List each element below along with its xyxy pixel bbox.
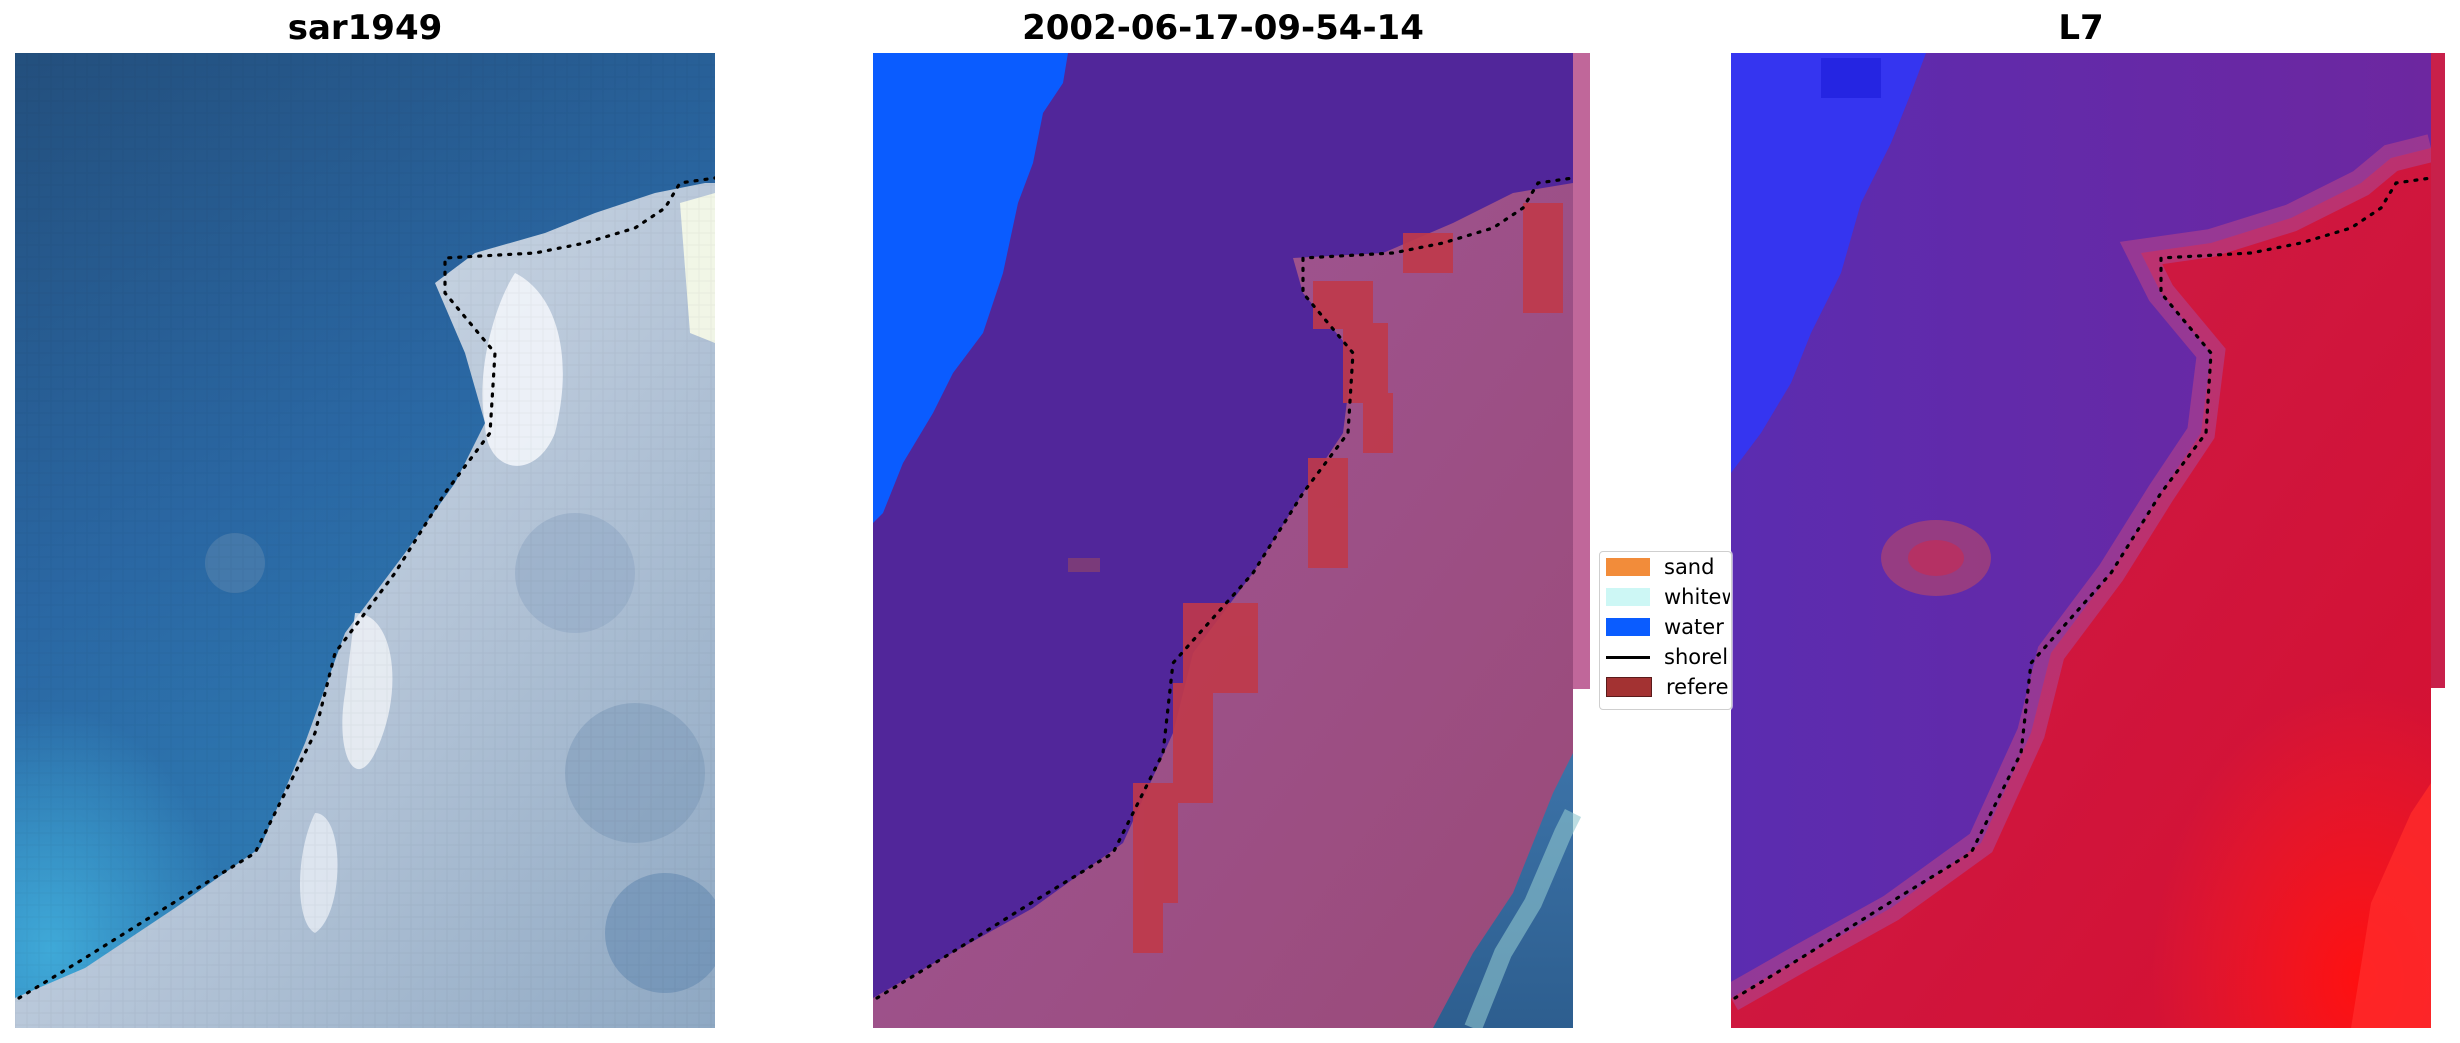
shoreline-dotted <box>1733 176 2433 1000</box>
reference-patches <box>1133 203 1563 953</box>
rgb-image <box>15 53 715 1028</box>
legend-item-reference: reference <box>1606 674 1730 700</box>
shoreline-dotted <box>875 176 1575 1000</box>
l7-panel <box>1731 53 2445 1028</box>
legend-swatch-reference <box>1606 677 1652 697</box>
panel-title-l7: L7 <box>2058 8 2104 48</box>
l7-image <box>1731 53 2445 1028</box>
panel-title-classification: 2002-06-17-09-54-14 <box>1022 8 1424 48</box>
legend-line-shoreline <box>1606 655 1650 659</box>
rgb-image-panel <box>15 53 715 1028</box>
legend-swatch-water <box>1606 618 1650 636</box>
legend-item-shoreline: shoreline <box>1606 644 1730 670</box>
legend-label-water: water <box>1664 615 1724 639</box>
panel-title-rgb: sar1949 <box>287 8 443 48</box>
legend-label-shoreline: shoreline <box>1664 645 1730 669</box>
legend-item-sand: sand <box>1606 554 1730 580</box>
classification-panel <box>873 53 1590 1028</box>
shoreline-dotted <box>17 176 715 1000</box>
legend-label-reference: reference <box>1666 675 1730 699</box>
legend-swatch-sand <box>1606 558 1650 576</box>
legend-swatch-whitewater <box>1606 588 1650 606</box>
classification-image <box>873 53 1590 1028</box>
legend-item-water: water <box>1606 614 1730 640</box>
legend-label-sand: sand <box>1664 555 1715 579</box>
